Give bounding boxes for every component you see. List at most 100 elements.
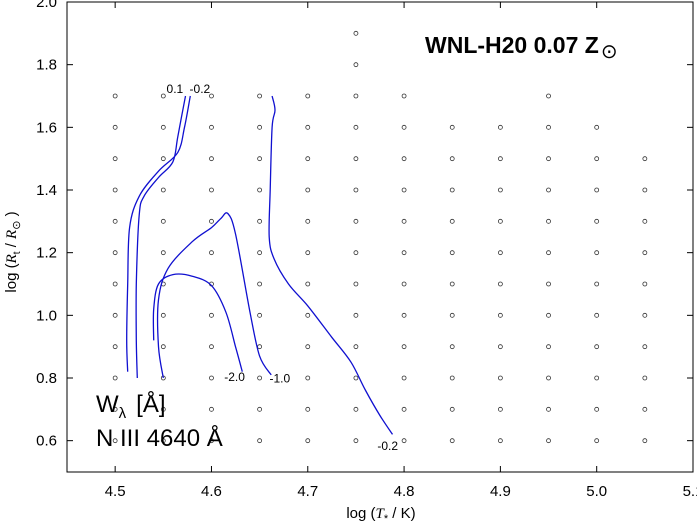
model-grid-point xyxy=(209,406,214,412)
model-grid-point xyxy=(112,124,118,130)
model-grid-point xyxy=(546,93,551,99)
model-grid-point xyxy=(209,312,214,318)
model-grid-point xyxy=(642,312,648,318)
model-grid-point xyxy=(401,438,407,444)
y-tick-label: 1.6 xyxy=(36,119,57,136)
model-grid-point xyxy=(546,156,551,162)
model-grid-point xyxy=(594,312,600,318)
model-grid-point xyxy=(546,406,551,412)
model-grid-point xyxy=(112,281,118,287)
model-grid-point xyxy=(305,406,311,412)
model-grid-point xyxy=(546,250,551,256)
chart-title: WNL-H20 0.07 Z ⊙ xyxy=(425,32,618,63)
model-grid-point xyxy=(257,187,263,193)
model-grid-point xyxy=(112,250,118,256)
model-grid-point xyxy=(257,218,263,224)
model-grid-point xyxy=(546,312,551,318)
model-grid-point xyxy=(305,375,311,381)
model-grid-point xyxy=(353,344,359,350)
model-grid-point xyxy=(642,187,648,193)
y-tick-label: 0.6 xyxy=(36,433,57,450)
model-grid-point xyxy=(497,438,503,444)
y-tick-label: 1.8 xyxy=(36,57,57,74)
model-grid-point xyxy=(112,187,118,193)
model-grid-point xyxy=(497,375,503,381)
model-grid-point xyxy=(257,438,263,444)
model-grid-point xyxy=(401,406,407,412)
model-grid-point xyxy=(594,406,600,412)
model-grid-point xyxy=(209,187,214,193)
model-grid-point xyxy=(594,124,600,130)
model-grid-point xyxy=(497,187,503,193)
model-grid-point xyxy=(449,124,455,130)
model-grid-point xyxy=(257,250,263,256)
model-grid-point xyxy=(497,406,503,412)
contour-line xyxy=(135,95,187,379)
contour-labels: 0.1 -0.2 -2.0 -1.0 -0.2 xyxy=(167,82,399,453)
x-tick-label: 4.7 xyxy=(297,483,318,500)
model-grid-point xyxy=(160,124,166,130)
model-grid-point xyxy=(160,438,166,444)
model-grid-point xyxy=(497,124,503,130)
model-grid-point xyxy=(112,344,118,350)
model-grid-point xyxy=(353,312,359,318)
contour-label: -2.0 xyxy=(224,370,245,384)
model-grid-point xyxy=(353,30,359,36)
model-grid-point xyxy=(401,250,407,256)
model-grid-point xyxy=(257,375,263,381)
model-grid-point xyxy=(112,156,118,162)
model-grid-point xyxy=(257,93,263,99)
model-grid-point xyxy=(497,156,503,162)
model-grid-point xyxy=(353,187,359,193)
model-grid-point xyxy=(449,438,455,444)
contour-label: 0.1 xyxy=(167,82,184,96)
model-grid-point xyxy=(449,218,455,224)
y-tick-label: 1.4 xyxy=(36,182,57,199)
model-grid-point xyxy=(305,187,311,193)
y-tick-label: 0.8 xyxy=(36,370,57,387)
model-grid-point xyxy=(642,375,648,381)
grid-points xyxy=(112,30,648,444)
y-tick-label: 1.0 xyxy=(36,307,57,324)
model-grid-point xyxy=(594,218,600,224)
contour-lines xyxy=(126,95,394,435)
model-grid-point xyxy=(353,218,359,224)
x-tick-label: 4.6 xyxy=(201,483,222,500)
contour-line xyxy=(152,273,243,372)
model-grid-point xyxy=(401,344,407,350)
model-grid-point xyxy=(353,250,359,256)
model-grid-point xyxy=(401,375,407,381)
model-grid-point xyxy=(160,344,166,350)
model-grid-point xyxy=(112,218,118,224)
sun-symbol: ⊙ xyxy=(601,41,618,63)
plot-frame xyxy=(66,1,694,473)
contour-line xyxy=(268,95,394,435)
model-grid-point xyxy=(257,124,263,130)
model-grid-point xyxy=(594,438,600,444)
model-grid-point xyxy=(401,93,407,99)
model-grid-point xyxy=(160,250,166,256)
model-grid-point xyxy=(257,156,263,162)
model-grid-point xyxy=(305,344,311,350)
model-grid-point xyxy=(642,281,648,287)
annotation-line1: Wλ [Å] xyxy=(96,390,166,422)
model-grid-point xyxy=(209,124,214,130)
model-grid-point xyxy=(160,187,166,193)
model-grid-point xyxy=(594,281,600,287)
contour-label: -1.0 xyxy=(269,372,290,386)
model-grid-point xyxy=(449,312,455,318)
model-grid-point xyxy=(449,375,455,381)
model-grid-point xyxy=(160,406,166,412)
x-axis: 4.5 4.6 4.7 4.8 4.9 5.0 5.1 xyxy=(105,2,697,500)
model-grid-point xyxy=(401,218,407,224)
model-grid-point xyxy=(209,218,214,224)
model-grid-point xyxy=(449,344,455,350)
x-axis-label: log (T* / K) xyxy=(346,505,415,525)
model-grid-point xyxy=(353,93,359,99)
model-grid-point xyxy=(209,438,214,444)
model-grid-point xyxy=(497,281,503,287)
annotation-line2: N III 4640 Å xyxy=(96,424,223,452)
model-grid-point xyxy=(449,250,455,256)
model-grid-point xyxy=(497,344,503,350)
model-grid-point xyxy=(642,438,648,444)
